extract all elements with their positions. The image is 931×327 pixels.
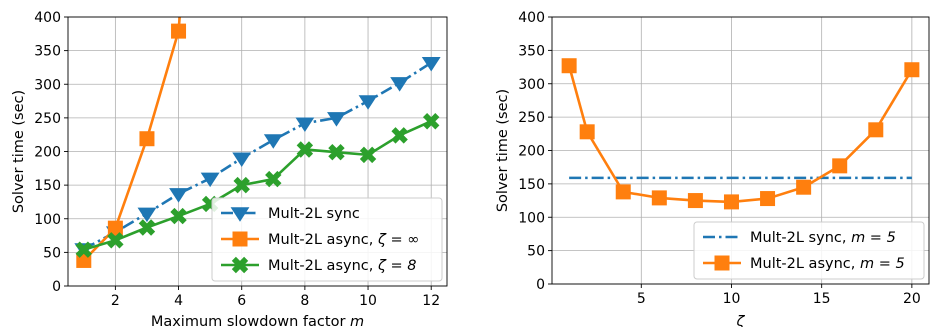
data-point [107, 220, 123, 236]
data-point [137, 207, 157, 223]
legend-marker [232, 231, 248, 247]
data-point [263, 134, 283, 149]
legend: Mult-2L sync Mult-2L async, ζ = ∞ Mult-2L … [211, 197, 443, 282]
legend-marker [231, 256, 249, 274]
x-tick-label: 20 [903, 291, 921, 307]
y-tick-label: 50 [527, 244, 545, 260]
x-tick-label: 6 [237, 293, 246, 309]
legend-marker [714, 255, 730, 271]
data-point [868, 122, 884, 138]
y-tick-label: 400 [34, 10, 61, 26]
y-tick-label: 100 [518, 210, 545, 226]
data-point [561, 58, 577, 74]
legend-marker [230, 207, 250, 222]
y-tick-label: 100 [34, 212, 61, 228]
data-point [138, 219, 156, 236]
y-tick-label: 200 [518, 144, 545, 160]
chart-1: 2 4 6 8 10 12 0 50 100 150 200 250 300 350 400 Maximum … [11, 10, 448, 327]
data-point [265, 170, 282, 188]
y-tick-label: 300 [518, 77, 545, 93]
data-point [170, 207, 187, 225]
series-2 [76, 17, 187, 268]
data-point [75, 241, 92, 258]
x-tick-label: 5 [637, 291, 646, 307]
data-point [139, 131, 155, 147]
x-tick-label: 10 [359, 293, 377, 309]
legend-item: Mult-2L sync [221, 206, 360, 222]
y-tick-label: 50 [43, 245, 61, 261]
data-point [233, 176, 250, 194]
data-point [687, 193, 703, 209]
data-point [328, 143, 345, 161]
x-tick-label: 8 [300, 293, 309, 309]
x-tick-label: 12 [422, 293, 440, 309]
x-tick-label: 4 [174, 293, 183, 309]
data-point [760, 191, 776, 207]
legend-item: Mult-2L async, m = 5 [703, 255, 905, 272]
y-axis-label: Solver time (sec) [11, 90, 27, 213]
series-2 [561, 58, 920, 210]
y-tick-label: 0 [536, 277, 545, 293]
data-point [358, 95, 378, 110]
data-point [171, 23, 187, 39]
data-point [651, 190, 667, 206]
data-point [296, 141, 314, 158]
legend-label: Mult-2L sync, m = 5 [750, 230, 896, 246]
legend: Mult-2L sync, m = 5 Mult-2L async, m = 5 [693, 221, 925, 280]
y-tick-label: 250 [34, 111, 61, 127]
y-axis-label: Solver time (sec) [495, 89, 511, 212]
data-point [832, 158, 848, 174]
legend-item: Mult-2L async, ζ = 8 [221, 256, 416, 274]
data-point [327, 112, 346, 127]
legend-item: Mult-2L sync, m = 5 [703, 230, 896, 246]
y-tick-label: 400 [518, 10, 545, 26]
y-tick-label: 150 [34, 178, 61, 194]
y-tick-label: 300 [34, 77, 61, 93]
data-point [169, 188, 188, 203]
legend-label: Mult-2L sync [268, 206, 360, 222]
data-point [200, 172, 220, 188]
data-point [391, 127, 408, 144]
x-axis-label: ζ [736, 314, 746, 327]
series-line [567, 65, 913, 204]
legend-item: Mult-2L async, ζ = ∞ [221, 231, 419, 248]
data-point [107, 232, 124, 249]
data-point [615, 184, 631, 200]
x-tick-label: 2 [111, 293, 120, 309]
legend-frame [211, 197, 443, 282]
y-tick-label: 350 [34, 44, 61, 60]
legend-label: Mult-2L async, m = 5 [750, 256, 905, 272]
y-tick-label: 0 [52, 279, 61, 295]
data-point [796, 179, 812, 195]
data-point [904, 62, 920, 78]
legend-label: Mult-2L async, ζ = ∞ [268, 232, 419, 248]
legend-label: Mult-2L async, ζ = 8 [268, 258, 416, 274]
data-point [723, 194, 739, 210]
data-point [423, 113, 440, 130]
y-tick-label: 250 [518, 110, 545, 126]
x-tick-label: 15 [813, 291, 831, 307]
data-point [390, 77, 410, 92]
x-tick-label: 10 [723, 291, 741, 307]
series-3 [75, 113, 440, 258]
x-axis-label: Maximum slowdown factor m [151, 314, 364, 327]
y-tick-label: 350 [518, 43, 545, 59]
data-point [579, 124, 595, 140]
y-tick-label: 200 [34, 145, 61, 161]
data-point [421, 56, 441, 72]
data-point [232, 152, 252, 167]
y-tick-label: 150 [518, 177, 545, 193]
legend-frame [693, 221, 925, 280]
data-point [295, 117, 315, 132]
data-point [359, 146, 377, 164]
